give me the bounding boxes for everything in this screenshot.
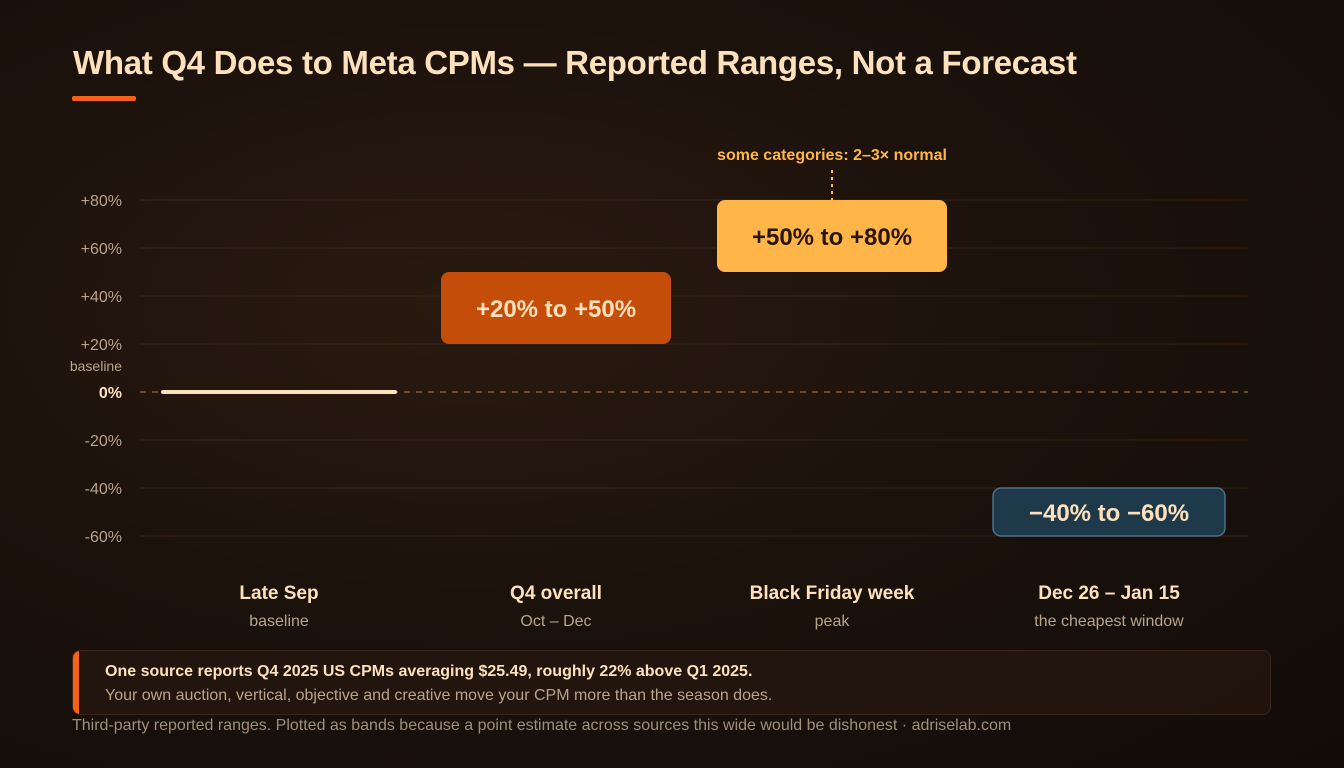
y-tick-label: +60%	[81, 241, 122, 258]
range-band	[992, 487, 1226, 537]
x-category-label: Late Sep	[239, 583, 318, 604]
annotation-text: some categories: 2–3× normal	[717, 147, 947, 164]
note-detail: Your own auction, vertical, objective an…	[105, 687, 773, 704]
y-tick-label: 0%	[99, 385, 122, 402]
range-band-label: +20% to +50%	[476, 296, 636, 323]
footer-source: Third-party reported ranges. Plotted as …	[72, 717, 1012, 734]
baseline-axis-label: baseline	[70, 358, 122, 374]
range-band-label: +50% to +80%	[752, 224, 912, 251]
x-category-label: Q4 overall	[510, 583, 602, 604]
y-tick-label: +40%	[81, 289, 122, 306]
range-band-label: −40% to −60%	[1029, 500, 1189, 527]
x-category-sublabel: peak	[815, 613, 851, 630]
note-headline: One source reports Q4 2025 US CPMs avera…	[105, 663, 753, 680]
y-tick-label: +80%	[81, 193, 122, 210]
range-band	[441, 272, 671, 344]
y-tick-label: -60%	[85, 529, 122, 546]
range-band	[717, 200, 947, 272]
title-underline	[72, 96, 136, 101]
x-category-sublabel: baseline	[249, 613, 309, 630]
chart-title: What Q4 Does to Meta CPMs — Reported Ran…	[73, 44, 1077, 81]
x-category-label: Black Friday week	[750, 583, 915, 604]
note-callout: One source reports Q4 2025 US CPMs avera…	[72, 650, 1271, 715]
x-category-sublabel: the cheapest window	[1034, 613, 1184, 630]
y-tick-label: -40%	[85, 481, 122, 498]
y-tick-label: +20%	[81, 337, 122, 354]
x-category-sublabel: Oct – Dec	[520, 613, 591, 630]
range-chart: +80% +60% +40% +20% 0% -20% -40% -60% baseline +2…	[70, 147, 1248, 630]
y-tick-label: -20%	[85, 433, 122, 450]
x-category-label: Dec 26 – Jan 15	[1038, 583, 1180, 604]
note-accent-bar	[73, 651, 79, 714]
